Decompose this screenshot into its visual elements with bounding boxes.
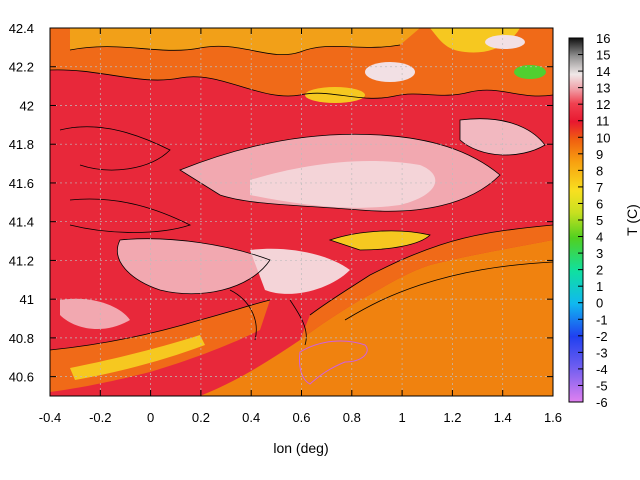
y-tick-label: 41.6 bbox=[9, 176, 34, 191]
x-tick-label: 0.4 bbox=[242, 410, 260, 425]
y-tick-label: 40.6 bbox=[9, 370, 34, 385]
colorbar-tick-label: 4 bbox=[596, 230, 603, 245]
colorbar-tick-label: 12 bbox=[596, 97, 610, 112]
colorbar-tick-label: 14 bbox=[596, 64, 610, 79]
x-tick-label: 0.8 bbox=[343, 410, 361, 425]
x-axis: -0.4 -0.2 0 0.2 0.4 0.6 0.8 1 1.2 1.4 1.6 bbox=[39, 28, 562, 425]
colorbar-tick-label: 0 bbox=[596, 296, 603, 311]
colorbar-tick-label: 15 bbox=[596, 48, 610, 63]
y-tick-label: 41.4 bbox=[9, 215, 34, 230]
colorbar-tick-label: -4 bbox=[596, 362, 608, 377]
x-axis-label: lon (deg) bbox=[273, 440, 328, 456]
x-tick-label: 1.2 bbox=[443, 410, 461, 425]
colorbar-tick-label: 3 bbox=[596, 246, 603, 261]
y-tick-label: 40.8 bbox=[9, 331, 34, 346]
x-tick-label: 0.6 bbox=[292, 410, 310, 425]
y-tick-label: 42.2 bbox=[9, 60, 34, 75]
colorbar-tick-label: 13 bbox=[596, 81, 610, 96]
colorbar-tick-label: -1 bbox=[596, 312, 608, 327]
colorbar-tick-label: -3 bbox=[596, 345, 608, 360]
x-tick-label: 1.6 bbox=[544, 410, 562, 425]
colorbar-tick-label: -2 bbox=[596, 329, 608, 344]
x-tick-label: 1.4 bbox=[494, 410, 512, 425]
x-tick-label: 1 bbox=[398, 410, 405, 425]
colorbar-tick-label: -6 bbox=[596, 395, 608, 410]
y-tick-label: 41.2 bbox=[9, 253, 34, 268]
y-tick-label: 41.8 bbox=[9, 137, 34, 152]
colorbar-tick-label: 9 bbox=[596, 147, 603, 162]
y-tick-label: 42.4 bbox=[9, 21, 34, 36]
x-tick-label: -0.2 bbox=[89, 410, 111, 425]
colorbar-tick-label: 16 bbox=[596, 31, 610, 46]
y-tick-label: 42 bbox=[20, 98, 34, 113]
x-tick-label: 0 bbox=[147, 410, 154, 425]
colorbar-tick-label: 1 bbox=[596, 279, 603, 294]
colorbar-tick-label: 5 bbox=[596, 213, 603, 228]
grid-lines bbox=[50, 28, 553, 396]
colorbar-tick-label: -5 bbox=[596, 378, 608, 393]
y-axis: 40.6 40.8 41 41.2 41.4 41.6 41.8 42 42.2 42.4 bbox=[9, 21, 553, 385]
colorbar-tick-label: 8 bbox=[596, 163, 603, 178]
contour-lines bbox=[50, 44, 553, 351]
colorbar-tick-label: 6 bbox=[596, 196, 603, 211]
colorbar-label: T (C) bbox=[624, 204, 640, 236]
colorbar-tick-label: 2 bbox=[596, 263, 603, 278]
x-tick-label: 0.2 bbox=[192, 410, 210, 425]
y-tick-label: 41 bbox=[20, 292, 34, 307]
colorbar-tick-label: 11 bbox=[596, 114, 610, 129]
colorbar-tick-label: 10 bbox=[596, 130, 610, 145]
colorbar-tick-label: 7 bbox=[596, 180, 603, 195]
x-tick-label: -0.4 bbox=[39, 410, 61, 425]
